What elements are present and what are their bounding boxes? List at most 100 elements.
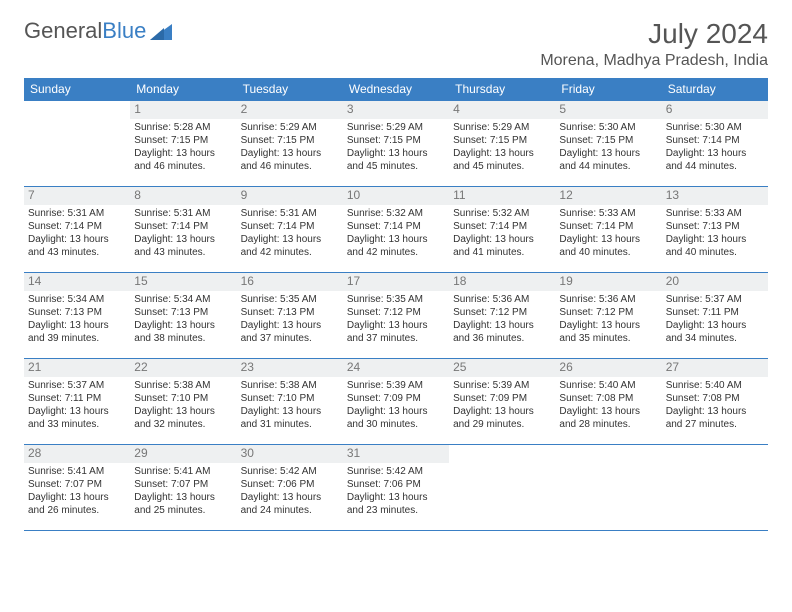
- sunrise-text: Sunrise: 5:34 AM: [134, 293, 232, 306]
- day-number: 24: [343, 359, 449, 377]
- day-number: 23: [237, 359, 343, 377]
- header: GeneralBlue July 2024 Morena, Madhya Pra…: [24, 18, 768, 70]
- day-number: 19: [555, 273, 661, 291]
- daylight-text: Daylight: 13 hours and 40 minutes.: [559, 233, 657, 259]
- calendar-cell: 16 Sunrise: 5:35 AMSunset: 7:13 PMDayligh…: [237, 273, 343, 359]
- day-number: 15: [130, 273, 236, 291]
- calendar-cell: 13Sunrise: 5:33 AMSunset: 7:13 PMDayligh…: [662, 187, 768, 273]
- sunrise-text: Sunrise: 5:32 AM: [347, 207, 445, 220]
- day-number: 20: [662, 273, 768, 291]
- sunrise-text: Sunrise: 5:28 AM: [134, 121, 232, 134]
- sunset-text: Sunset: 7:15 PM: [134, 134, 232, 147]
- daylight-text: Daylight: 13 hours and 45 minutes.: [347, 147, 445, 173]
- day-number: 25: [449, 359, 555, 377]
- sunrise-text: Sunrise: 5:30 AM: [559, 121, 657, 134]
- sunset-text: Sunset: 7:08 PM: [559, 392, 657, 405]
- sunset-text: Sunset: 7:13 PM: [134, 306, 232, 319]
- day-number: 1: [130, 101, 236, 119]
- sunset-text: Sunset: 7:14 PM: [453, 220, 551, 233]
- sunset-text: Sunset: 7:14 PM: [559, 220, 657, 233]
- calendar-week: 14Sunrise: 5:34 AMSunset: 7:13 PMDayligh…: [24, 273, 768, 359]
- sunset-text: Sunset: 7:14 PM: [347, 220, 445, 233]
- sunset-text: Sunset: 7:13 PM: [241, 306, 339, 319]
- sunrise-text: Sunrise: 5:30 AM: [666, 121, 764, 134]
- calendar-cell: [555, 445, 661, 531]
- sunrise-text: Sunrise: 5:42 AM: [241, 465, 339, 478]
- logo-text-1: General: [24, 18, 102, 44]
- sunset-text: Sunset: 7:07 PM: [134, 478, 232, 491]
- location: Morena, Madhya Pradesh, India: [540, 52, 768, 70]
- day-number: 31: [343, 445, 449, 463]
- calendar-cell: 10Sunrise: 5:32 AMSunset: 7:14 PMDayligh…: [343, 187, 449, 273]
- sunset-text: Sunset: 7:11 PM: [666, 306, 764, 319]
- weekday-row: SundayMondayTuesdayWednesdayThursdayFrid…: [24, 78, 768, 101]
- day-number: 29: [130, 445, 236, 463]
- sunset-text: Sunset: 7:15 PM: [559, 134, 657, 147]
- sunset-text: Sunset: 7:14 PM: [28, 220, 126, 233]
- weekday-header: Sunday: [24, 78, 130, 101]
- daylight-text: Daylight: 13 hours and 35 minutes.: [559, 319, 657, 345]
- day-number: 28: [24, 445, 130, 463]
- calendar-cell: 20 Sunrise: 5:37 AMSunset: 7:11 PMDayligh…: [662, 273, 768, 359]
- sunset-text: Sunset: 7:06 PM: [347, 478, 445, 491]
- daylight-text: Daylight: 13 hours and 26 minutes.: [28, 491, 126, 517]
- sunrise-text: Sunrise: 5:36 AM: [559, 293, 657, 306]
- day-number: 22: [130, 359, 236, 377]
- sunrise-text: Sunrise: 5:39 AM: [347, 379, 445, 392]
- sunset-text: Sunset: 7:14 PM: [241, 220, 339, 233]
- calendar-cell: 25Sunrise: 5:39 AMSunset: 7:09 PMDayligh…: [449, 359, 555, 445]
- sunset-text: Sunset: 7:15 PM: [453, 134, 551, 147]
- sunset-text: Sunset: 7:09 PM: [453, 392, 551, 405]
- sunrise-text: Sunrise: 5:31 AM: [134, 207, 232, 220]
- calendar-body: 1Sunrise: 5:28 AMSunset: 7:15 PMDaylight…: [24, 101, 768, 531]
- daylight-text: Daylight: 13 hours and 46 minutes.: [134, 147, 232, 173]
- calendar-cell: 30Sunrise: 5:42 AMSunset: 7:06 PMDayligh…: [237, 445, 343, 531]
- calendar-cell: 14Sunrise: 5:34 AMSunset: 7:13 PMDayligh…: [24, 273, 130, 359]
- calendar-cell: [449, 445, 555, 531]
- day-number: 12: [555, 187, 661, 205]
- calendar-cell: 2Sunrise: 5:29 AMSunset: 7:15 PMDaylight…: [237, 101, 343, 187]
- title-block: July 2024 Morena, Madhya Pradesh, India: [540, 18, 768, 70]
- daylight-text: Daylight: 13 hours and 34 minutes.: [666, 319, 764, 345]
- calendar-cell: 7Sunrise: 5:31 AMSunset: 7:14 PMDaylight…: [24, 187, 130, 273]
- calendar-cell: 22Sunrise: 5:38 AMSunset: 7:10 PMDayligh…: [130, 359, 236, 445]
- day-number: 7: [24, 187, 130, 205]
- daylight-text: Daylight: 13 hours and 46 minutes.: [241, 147, 339, 173]
- calendar-cell: 5Sunrise: 5:30 AMSunset: 7:15 PMDaylight…: [555, 101, 661, 187]
- daylight-text: Daylight: 13 hours and 23 minutes.: [347, 491, 445, 517]
- calendar-cell: 11Sunrise: 5:32 AMSunset: 7:14 PMDayligh…: [449, 187, 555, 273]
- daylight-text: Daylight: 13 hours and 36 minutes.: [453, 319, 551, 345]
- daylight-text: Daylight: 13 hours and 39 minutes.: [28, 319, 126, 345]
- sunrise-text: Sunrise: 5:38 AM: [134, 379, 232, 392]
- day-number: 5: [555, 101, 661, 119]
- daylight-text: Daylight: 13 hours and 43 minutes.: [134, 233, 232, 259]
- calendar-cell: [662, 445, 768, 531]
- day-number: 16: [237, 273, 343, 291]
- sunrise-text: Sunrise: 5:36 AM: [453, 293, 551, 306]
- daylight-text: Daylight: 13 hours and 28 minutes.: [559, 405, 657, 431]
- sunrise-text: Sunrise: 5:37 AM: [28, 379, 126, 392]
- sunset-text: Sunset: 7:12 PM: [453, 306, 551, 319]
- sunrise-text: Sunrise: 5:37 AM: [666, 293, 764, 306]
- weekday-header: Tuesday: [237, 78, 343, 101]
- sunset-text: Sunset: 7:10 PM: [241, 392, 339, 405]
- sunrise-text: Sunrise: 5:38 AM: [241, 379, 339, 392]
- day-number: 3: [343, 101, 449, 119]
- month-year: July 2024: [540, 18, 768, 50]
- sunrise-text: Sunrise: 5:41 AM: [134, 465, 232, 478]
- sunset-text: Sunset: 7:10 PM: [134, 392, 232, 405]
- sunrise-text: Sunrise: 5:33 AM: [559, 207, 657, 220]
- sunrise-text: Sunrise: 5:42 AM: [347, 465, 445, 478]
- calendar-week: 21Sunrise: 5:37 AMSunset: 7:11 PMDayligh…: [24, 359, 768, 445]
- sunrise-text: Sunrise: 5:33 AM: [666, 207, 764, 220]
- sunrise-text: Sunrise: 5:35 AM: [241, 293, 339, 306]
- daylight-text: Daylight: 13 hours and 37 minutes.: [241, 319, 339, 345]
- calendar-cell: [24, 101, 130, 187]
- sunset-text: Sunset: 7:14 PM: [134, 220, 232, 233]
- daylight-text: Daylight: 13 hours and 42 minutes.: [347, 233, 445, 259]
- sunset-text: Sunset: 7:06 PM: [241, 478, 339, 491]
- calendar-table: SundayMondayTuesdayWednesdayThursdayFrid…: [24, 78, 768, 531]
- daylight-text: Daylight: 13 hours and 27 minutes.: [666, 405, 764, 431]
- calendar-cell: 9Sunrise: 5:31 AMSunset: 7:14 PMDaylight…: [237, 187, 343, 273]
- calendar-cell: 8Sunrise: 5:31 AMSunset: 7:14 PMDaylight…: [130, 187, 236, 273]
